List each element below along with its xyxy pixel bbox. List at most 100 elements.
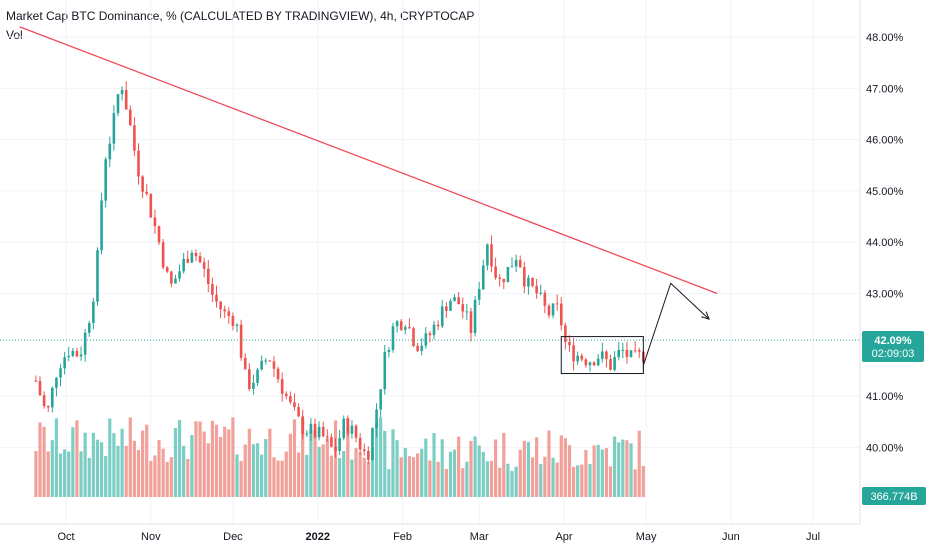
volume-bar (67, 451, 71, 497)
volume-bar (301, 418, 305, 497)
resistance-trendline[interactable] (19, 26, 718, 295)
volume-bar (116, 445, 120, 497)
candle (399, 319, 403, 331)
candle (506, 266, 510, 283)
projection-path[interactable] (642, 282, 710, 366)
candle (120, 86, 124, 101)
candle (248, 363, 251, 392)
volume-bar (34, 451, 38, 497)
volume-bar (580, 464, 584, 497)
volume-bar (617, 442, 621, 497)
candle (555, 294, 559, 311)
volume-bar (292, 419, 297, 497)
volume-bar (448, 451, 453, 497)
candle (96, 247, 99, 306)
volume-bar (194, 421, 198, 497)
volume-bar (424, 438, 428, 497)
volume-bar (379, 417, 383, 497)
volume-bar (243, 444, 247, 497)
candle (350, 420, 354, 439)
chart-annotations (0, 26, 860, 375)
volume-bar (539, 464, 543, 497)
volume-bar (637, 430, 641, 497)
candle (543, 290, 547, 314)
volume-bar (112, 433, 116, 497)
candle (514, 254, 518, 273)
candle (67, 346, 71, 362)
volume-bar (469, 440, 473, 497)
volume-bar (493, 439, 498, 497)
y-tick-label: 43.00% (866, 289, 904, 301)
candle (596, 354, 600, 367)
volume-bar (71, 427, 75, 497)
x-tick-label: Jun (722, 531, 740, 543)
candle (161, 239, 165, 270)
volume-bar (592, 445, 596, 497)
volume-bar (633, 469, 637, 497)
candle (108, 136, 112, 168)
volume-bar (535, 437, 539, 497)
volume-bar (255, 443, 260, 497)
volume-bar (510, 470, 514, 497)
candle (502, 278, 506, 290)
x-tick-label: Apr (555, 531, 572, 543)
y-tick-label: 48.00% (866, 32, 904, 44)
volume-bar (522, 440, 526, 497)
volume-bar (457, 436, 461, 497)
candle (194, 249, 198, 262)
candle (568, 335, 571, 352)
x-tick-label: Feb (393, 531, 412, 543)
volume-bar (169, 457, 173, 497)
volume-bar (132, 440, 137, 497)
candle (334, 438, 337, 458)
volume-bar (99, 442, 104, 497)
candle (79, 346, 83, 361)
volume-bar (613, 436, 617, 497)
candle (510, 257, 514, 268)
volume-bar (141, 430, 145, 497)
volume-bar (120, 428, 124, 497)
volume-bar (506, 463, 510, 497)
volume-bar (95, 439, 100, 497)
candle (445, 302, 448, 318)
candle (601, 342, 604, 363)
candle (256, 368, 259, 387)
candle (141, 175, 144, 199)
volume-bar (202, 431, 206, 497)
candle (436, 320, 440, 331)
candle (330, 433, 333, 448)
volume-bar (420, 448, 424, 497)
arrowhead-icon (701, 311, 710, 320)
candle (338, 430, 341, 455)
volume-bar (218, 437, 223, 497)
candle (219, 300, 222, 319)
candle (170, 270, 173, 288)
volume-bar (391, 429, 395, 497)
volume-bar (604, 448, 609, 497)
candle (239, 319, 243, 361)
volume-bar (407, 456, 412, 497)
candle (165, 266, 169, 274)
consolidation-range-box[interactable] (560, 336, 644, 375)
volume-bar (432, 433, 436, 497)
time-axis: Oct Nov Dec 2022 Feb Mar Apr May Jun Jul (57, 531, 820, 543)
candle (354, 424, 358, 443)
volume-bar (251, 444, 256, 497)
volume-bar (600, 449, 604, 497)
last-price-value: 42.09% (874, 335, 912, 347)
candle (124, 81, 128, 110)
candle (592, 360, 596, 367)
x-tick-label: Jul (806, 531, 820, 543)
volume-bar (272, 457, 276, 497)
candle (215, 285, 218, 308)
volume-bar (629, 443, 633, 497)
volume-bar (268, 428, 272, 497)
candle (289, 391, 292, 405)
y-tick-label: 46.00% (866, 135, 904, 147)
candle (576, 351, 579, 365)
candle (243, 353, 247, 370)
candle (272, 356, 276, 377)
candle (358, 432, 362, 455)
volume-bar (584, 450, 588, 497)
